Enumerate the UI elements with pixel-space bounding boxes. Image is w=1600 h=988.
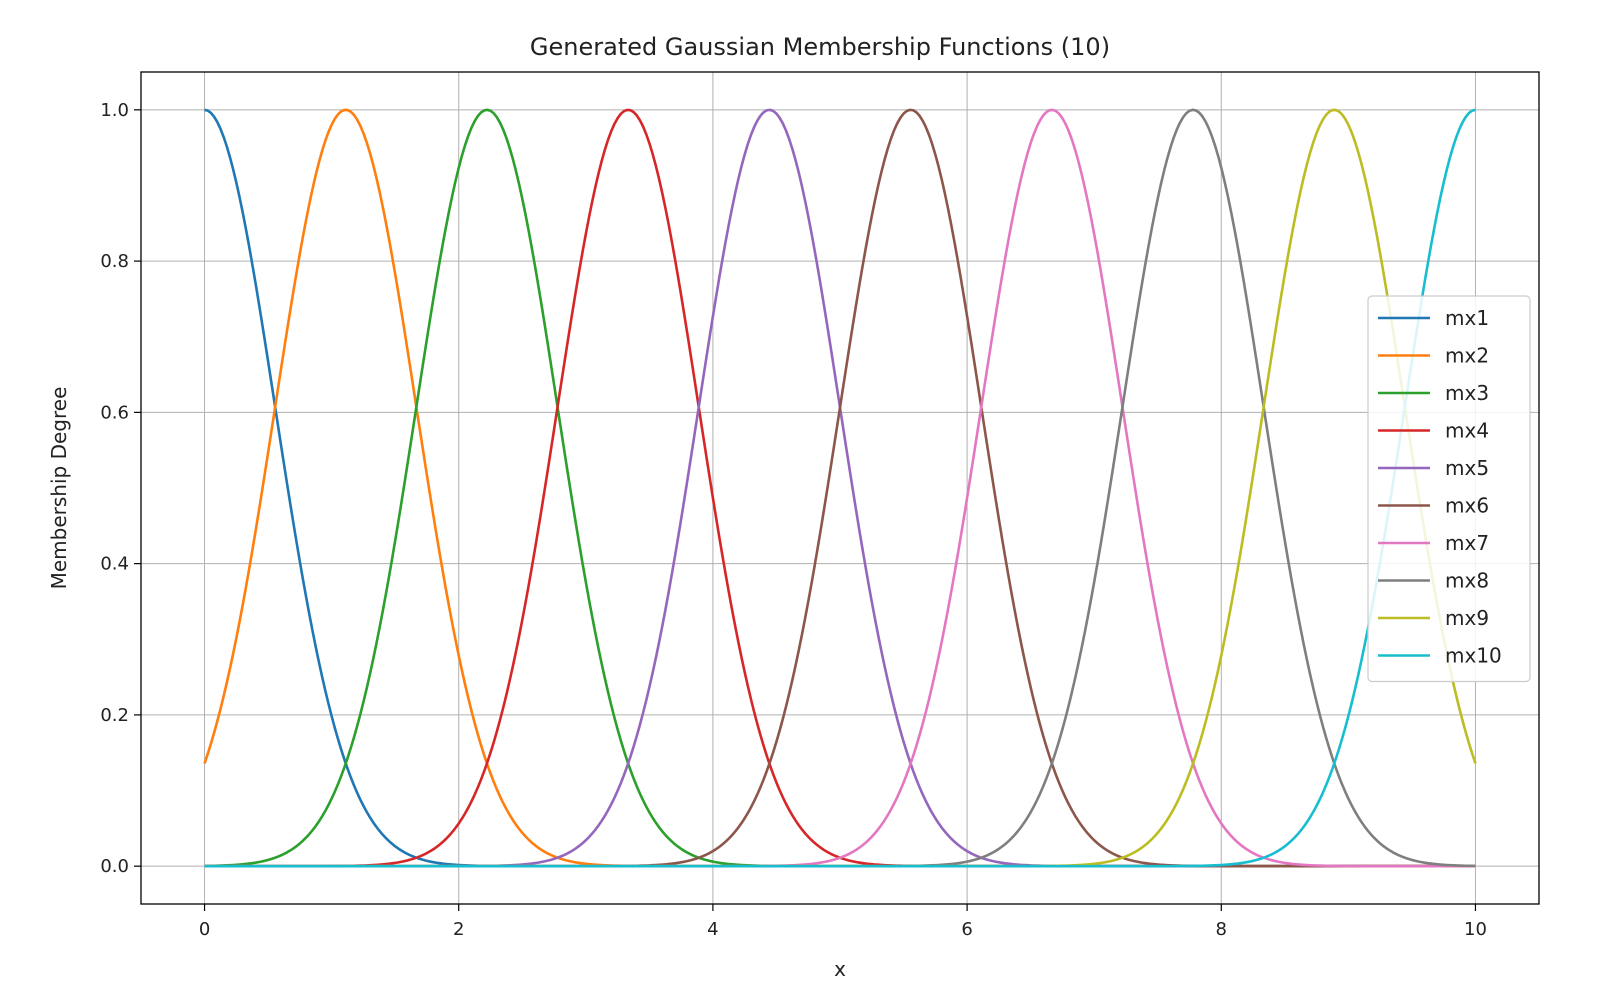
y-tick-label: 0.6 (100, 402, 129, 423)
legend-label-mx2: mx2 (1445, 344, 1489, 368)
chart-title: Generated Gaussian Membership Functions … (530, 33, 1110, 61)
plot-frame (140, 71, 1540, 905)
legend-label-mx1: mx1 (1445, 306, 1489, 330)
legend-label-mx10: mx10 (1445, 644, 1502, 668)
y-tick-label: 0.0 (100, 856, 129, 877)
x-tick-label: 6 (961, 919, 972, 940)
y-tick-label: 0.4 (100, 554, 129, 575)
y-axis-label: Membership Degree (47, 387, 71, 590)
legend-label-mx7: mx7 (1445, 531, 1489, 555)
x-tick-label: 2 (453, 919, 464, 940)
y-axis-ticks: 0.0 0.2 0.4 0.6 0.8 1.0 (100, 100, 141, 877)
x-axis-label: x (834, 957, 846, 981)
legend-label-mx9: mx9 (1445, 606, 1489, 630)
x-axis-ticks: 0 2 4 6 8 10 (199, 904, 1487, 940)
series-lines (203, 108, 1477, 868)
legend-label-mx5: mx5 (1445, 456, 1489, 480)
y-tick-label: 1.0 (100, 100, 129, 121)
series-line-mx10 (204, 108, 1476, 868)
x-tick-label: 8 (1216, 919, 1227, 940)
legend: mx1 mx2 mx3 mx4 mx5 mx6 mx7 mx8 mx9 mx10 (1367, 295, 1531, 683)
legend-label-mx6: mx6 (1445, 494, 1489, 518)
x-tick-label: 0 (199, 919, 210, 940)
x-tick-label: 10 (1464, 919, 1487, 940)
x-tick-label: 4 (707, 919, 718, 940)
legend-label-mx4: mx4 (1445, 419, 1489, 443)
legend-label-mx8: mx8 (1445, 569, 1489, 593)
legend-label-mx3: mx3 (1445, 381, 1489, 405)
y-tick-label: 0.2 (100, 705, 129, 726)
y-tick-label: 0.8 (100, 251, 129, 272)
